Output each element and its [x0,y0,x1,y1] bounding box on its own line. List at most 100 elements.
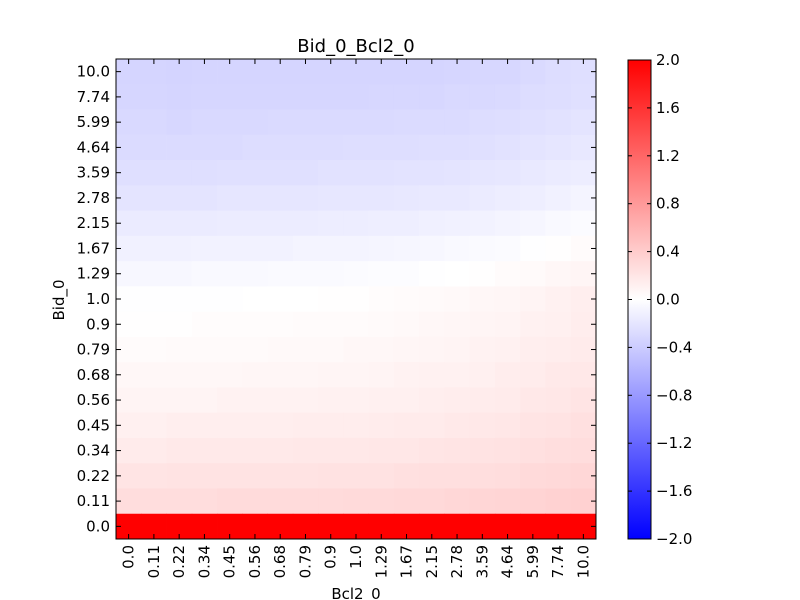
heatmap-cell [318,488,344,515]
x-tick-label: 0.11 [145,545,163,578]
heatmap-cell [318,387,344,414]
heatmap-cell [494,311,521,338]
heatmap-cell [267,109,294,136]
heatmap-cell [318,336,344,363]
heatmap-cell [393,134,420,161]
heatmap-cell [393,437,420,464]
heatmap-cell [419,387,445,414]
heatmap-cell [343,134,370,161]
heatmap-cell [520,109,546,136]
heatmap-cell [393,160,420,186]
heatmap-cell [368,134,395,161]
heatmap-cell [419,336,445,363]
colorbar-tick-label: −1.2 [656,434,692,452]
heatmap-cell [444,387,471,414]
heatmap-cell [318,210,344,237]
heatmap-cell [191,362,218,388]
heatmap-cell [494,286,521,313]
heatmap-cell [368,336,395,363]
colorbar-tick-label: 0.8 [656,195,680,213]
heatmap-cell [545,84,572,110]
heatmap-cell [419,160,445,186]
heatmap-cell [141,336,167,363]
heatmap-cell [242,463,268,489]
heatmap-cell [368,362,395,388]
heatmap-cell [318,185,344,211]
x-tick-label: 0.9 [322,545,340,569]
x-tick-label: 1.67 [398,545,416,578]
heatmap-cell [494,261,521,287]
heatmap-cell [520,160,546,186]
heatmap-cell [469,109,496,136]
heatmap-cell [166,84,193,110]
heatmap-cell [141,362,167,388]
heatmap-cell [520,412,546,439]
heatmap-cell [368,463,395,489]
colorbar-tick-label: −0.8 [656,386,692,404]
heatmap-cell [469,387,496,414]
x-tick-label: 0.68 [271,545,289,578]
heatmap-cell [520,235,546,262]
heatmap-cell [343,109,370,136]
heatmap-cell [393,336,420,363]
heatmap-cell [444,160,471,186]
heatmap-cell [191,286,218,313]
heatmap-cell [545,185,572,211]
heatmap-cell [393,463,420,489]
heatmap-cells [116,59,597,540]
heatmap-cell [368,387,395,414]
heatmap-cell [191,412,218,439]
heatmap-cell [191,84,218,110]
x-tick-label: 0.45 [221,545,239,578]
chart-title: Bid_0_Bcl2_0 [297,36,414,57]
heatmap-cell [393,84,420,110]
heatmap-cell [292,437,319,464]
heatmap-cell [469,134,496,161]
heatmap-cell [318,463,344,489]
heatmap-cell [494,488,521,515]
heatmap-cell [494,412,521,439]
heatmap-cell [242,84,268,110]
heatmap-cell [520,336,546,363]
heatmap-cell [242,362,268,388]
heatmap-cell [419,362,445,388]
heatmap-cell [217,134,243,161]
heatmap-cell [318,109,344,136]
heatmap-cell [217,160,243,186]
heatmap-cell [191,134,218,161]
y-tick-label: 0.45 [77,416,110,434]
heatmap-cell [166,488,193,515]
heatmap-cell [419,412,445,439]
heatmap-cell [419,134,445,161]
heatmap-cell [520,387,546,414]
heatmap-cell [292,362,319,388]
y-axis-ticks: 10.0 7.74 5.99 4.64 3.59 2.78 2.15 1.67 1.29 1.0 0… [77,63,596,535]
heatmap-cell [393,311,420,338]
heatmap-cell [217,387,243,414]
heatmap-cell [419,84,445,110]
heatmap-cell [292,336,319,363]
x-tick-label: 10.0 [574,545,592,578]
heatmap-cell [242,134,268,161]
heatmap-cell [141,84,167,110]
heatmap-cell [419,210,445,237]
heatmap-cell [191,235,218,262]
heatmap-cell [393,235,420,262]
heatmap-cell [267,210,294,237]
heatmap-cell [343,84,370,110]
heatmap-cell [141,412,167,439]
heatmap-cell [292,412,319,439]
heatmap-cell [343,412,370,439]
heatmap-cell [217,362,243,388]
heatmap-cell [318,286,344,313]
heatmap-cell [242,109,268,136]
heatmap-cell [191,109,218,136]
heatmap-cell [419,261,445,287]
heatmap-cell [393,210,420,237]
heatmap-cell [419,235,445,262]
heatmap-cell [520,185,546,211]
y-tick-label: 1.29 [77,265,110,283]
heatmap-cell [520,463,546,489]
heatmap-cell [469,235,496,262]
colorbar-ticks: 2.0 1.6 1.2 0.8 0.4 0.0 −0.4 −0.8 −1.2 −1.6 −2.0 [628,51,692,548]
